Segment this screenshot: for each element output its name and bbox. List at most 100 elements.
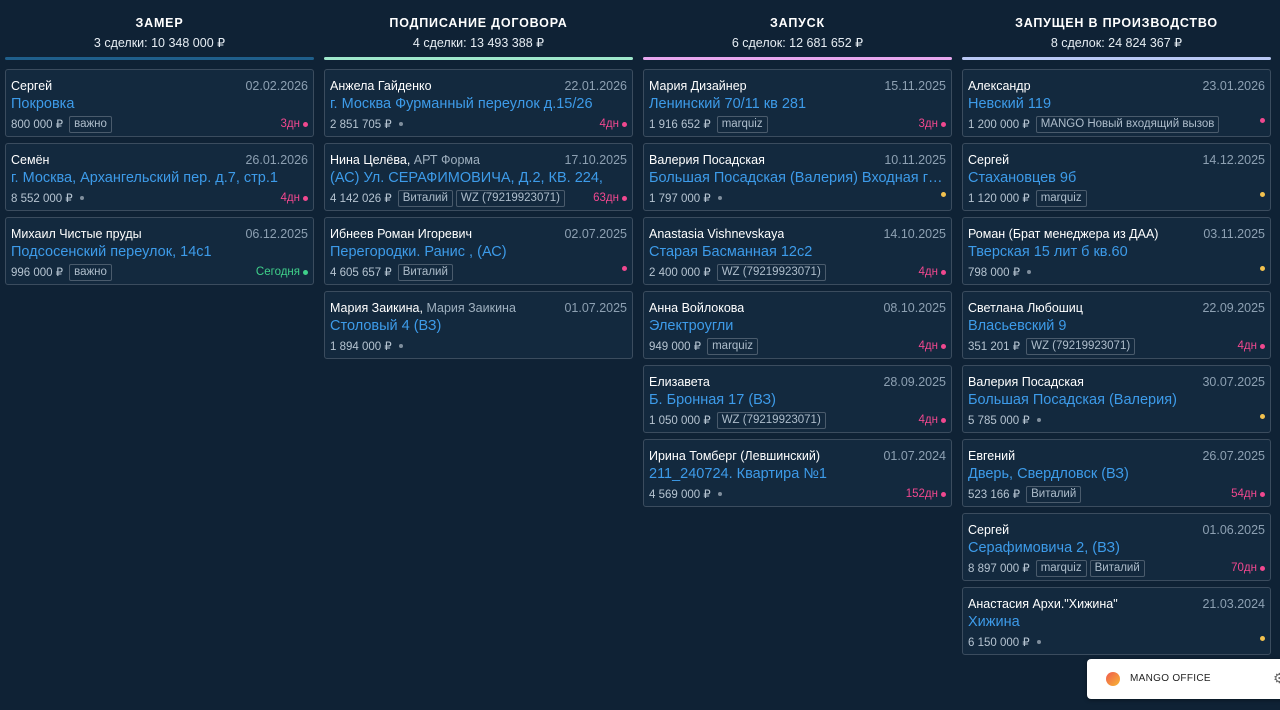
deal-title-link[interactable]: Серафимовича 2, (ВЗ) [968, 540, 1120, 556]
deal-card[interactable]: Михаил Чистые пруды 06.12.2025 Подсосенски… [5, 217, 314, 285]
deal-title-link[interactable]: Власьевский 9 [968, 318, 1067, 334]
deal-card[interactable]: Сергей 01.06.2025 Серафимовича 2, (ВЗ) 8 89… [962, 513, 1271, 581]
deal-age: 63дн [593, 192, 619, 204]
deal-title-link[interactable]: Б. Бронная 17 (ВЗ) [649, 392, 776, 408]
deal-card[interactable]: Валерия Посадская 10.11.2025 Большая Посад… [643, 143, 952, 211]
deal-price: 5 785 000 ₽ [968, 415, 1030, 427]
deal-tag[interactable]: важно [69, 263, 112, 281]
deal-title-link[interactable]: Покровка [11, 96, 75, 112]
contact-name[interactable]: Мария Дизайнер [649, 79, 747, 93]
deal-card[interactable]: Александр 23.01.2026 Невский 119 1 200 000 … [962, 69, 1271, 137]
deal-title-link[interactable]: Столовый 4 (ВЗ) [330, 318, 442, 334]
deal-title-link[interactable]: Дверь, Свердловск (ВЗ) [968, 466, 1129, 482]
deal-status: 4дн [919, 266, 946, 278]
contact-name[interactable]: Светлана Любошиц [968, 301, 1083, 315]
deal-tag[interactable]: marquiz [707, 337, 758, 355]
deal-price: 4 605 657 ₽ [330, 267, 392, 279]
card-list: Анжела Гайденко 22.01.2026 г. Москва Фурма… [324, 69, 633, 365]
deal-card[interactable]: Валерия Посадская 30.07.2025 Большая Посад… [962, 365, 1271, 433]
deal-title-link[interactable]: Большая Посадская (Валерия) Входная груп… [649, 170, 946, 186]
contact-name[interactable]: Валерия Посадская [649, 153, 765, 167]
contact-name[interactable]: Валерия Посадская [968, 375, 1084, 389]
deal-title-link[interactable]: 211_240724. Квартира №1 [649, 466, 827, 482]
deal-title-link[interactable]: Хижина [968, 614, 1020, 630]
contact-name[interactable]: Евгений [968, 449, 1015, 463]
deal-card[interactable]: Ибнеев Роман Игоревич 02.07.2025 Перегород… [324, 217, 633, 285]
deal-price: 800 000 ₽ [11, 119, 64, 131]
deal-age: 4дн [918, 266, 938, 278]
deal-tag[interactable]: MANGO Новый входящий вызов [1035, 115, 1220, 133]
deal-title-link[interactable]: Тверская 15 лит б кв.60 [968, 244, 1128, 260]
deal-age: 4дн [1237, 340, 1257, 352]
deal-card[interactable]: Ирина Томберг (Левшинский) 01.07.2024 211_… [643, 439, 952, 507]
deal-title-link[interactable]: Перегородки. Ранис , (АС) [330, 244, 507, 260]
deal-title-link[interactable]: Стахановцев 9б [968, 170, 1077, 186]
deal-card[interactable]: Нина Целёва, АРТ Форма 17.10.2025 (АС) Ул.… [324, 143, 633, 211]
deal-card[interactable]: Мария Заикина, Мария Заикина 01.07.2025 Ст… [324, 291, 633, 359]
deal-card[interactable]: Анна Войлокова 08.10.2025 Электроугли 949 0… [643, 291, 952, 359]
deal-tag[interactable]: Виталий [1089, 559, 1145, 577]
deal-title-link[interactable]: Ленинский 70/11 кв 281 [649, 96, 807, 112]
mango-office-widget[interactable]: MANGO OFFICE ⚙ [1087, 659, 1280, 699]
deal-tag[interactable]: marquiz [1035, 189, 1087, 207]
deal-card[interactable]: Светлана Любошиц 22.09.2025 Власьевский 9 3… [962, 291, 1271, 359]
deal-title-link[interactable]: Подсосенский переулок, 14с1 [11, 244, 212, 260]
deal-tag[interactable]: важно [69, 115, 112, 133]
contact-name[interactable]: Мария Заикина, Мария Заикина [330, 301, 516, 315]
separator-dot-icon [717, 196, 722, 200]
deal-card[interactable]: Анжела Гайденко 22.01.2026 г. Москва Фурма… [324, 69, 633, 137]
contact-name[interactable]: Елизавета [649, 375, 710, 389]
deal-tag[interactable]: WZ (79219923071) [455, 189, 565, 207]
column-accent-line [962, 57, 1271, 60]
contact-name[interactable]: Anastasia Vishnevskaya [649, 227, 784, 241]
contact-name-text: Валерия Посадская [649, 153, 765, 167]
deal-card[interactable]: Елизавета 28.09.2025 Б. Бронная 17 (ВЗ) 1 0… [643, 365, 952, 433]
deal-tag[interactable]: Виталий [397, 263, 453, 281]
deal-tag[interactable]: Виталий [397, 189, 453, 207]
contact-name[interactable]: Анастасия Архи."Хижина" [968, 597, 1118, 611]
contact-name[interactable]: Анжела Гайденко [330, 79, 432, 93]
deal-card[interactable]: Роман (Брат менеджера из ДАА) 03.11.2025 Т… [962, 217, 1271, 285]
contact-name[interactable]: Семён [11, 153, 49, 167]
contact-name[interactable]: Александр [968, 79, 1031, 93]
deal-title-link[interactable]: г. Москва, Архангельский пер. д.7, стр.1 [11, 170, 278, 186]
contact-name[interactable]: Анна Войлокова [649, 301, 744, 315]
deal-title-link[interactable]: г. Москва Фурманный переулок д.15/26 [330, 96, 593, 112]
deal-card[interactable]: Евгений 26.07.2025 Дверь, Свердловск (ВЗ) 5… [962, 439, 1271, 507]
deal-title-link[interactable]: Невский 119 [968, 96, 1052, 112]
column-header: ЗАПУСК 6 сделок: 12 681 652 ₽ [643, 0, 952, 60]
deal-meta: 1 200 000 ₽ MANGO Новый входящий вызов [968, 115, 1220, 133]
deal-card[interactable]: Сергей 14.12.2025 Стахановцев 9б 1 120 000 … [962, 143, 1271, 211]
deal-tag[interactable]: WZ (79219923071) [716, 411, 826, 429]
contact-name[interactable]: Нина Целёва, АРТ Форма [330, 153, 480, 167]
contact-name[interactable]: Сергей [968, 153, 1009, 167]
deal-tag[interactable]: marquiz [716, 115, 768, 133]
deal-title-link[interactable]: Старая Басманная 12с2 [649, 244, 813, 260]
contact-name[interactable]: Ирина Томберг (Левшинский) [649, 449, 820, 463]
deal-price: 2 851 705 ₽ [330, 119, 392, 131]
deal-card[interactable]: Анастасия Архи."Хижина" 21.03.2024 Хижина 6… [962, 587, 1271, 655]
deal-price: 1 050 000 ₽ [649, 415, 711, 427]
deal-title-link[interactable]: (АС) Ул. СЕРАФИМОВИЧА, Д.2, КВ. 224, [330, 170, 603, 186]
deal-date: 01.07.2024 [883, 449, 946, 463]
contact-name[interactable]: Роман (Брат менеджера из ДАА) [968, 227, 1158, 241]
deal-card[interactable]: Anastasia Vishnevskaya 14.10.2025 Старая Б… [643, 217, 952, 285]
deal-tag[interactable]: marquiz [1035, 559, 1087, 577]
deal-tag[interactable]: WZ (79219923071) [716, 263, 826, 281]
gear-icon[interactable]: ⚙ [1273, 670, 1280, 686]
status-dot-icon [1260, 491, 1265, 497]
deal-card[interactable]: Сергей 02.02.2026 Покровка 800 000 ₽ важно 3д… [5, 69, 314, 137]
deal-card[interactable]: Мария Дизайнер 15.11.2025 Ленинский 70/11 … [643, 69, 952, 137]
deal-price: 6 150 000 ₽ [968, 637, 1030, 649]
deal-card[interactable]: Семён 26.01.2026 г. Москва, Архангельский … [5, 143, 314, 211]
contact-name[interactable]: Михаил Чистые пруды [11, 227, 142, 241]
contact-name[interactable]: Сергей [968, 523, 1009, 537]
deal-status: 152дн [906, 488, 946, 500]
deal-meta: 8 897 000 ₽ marquiz Виталий [968, 559, 1145, 577]
deal-title-link[interactable]: Большая Посадская (Валерия) [968, 392, 1177, 408]
deal-title-link[interactable]: Электроугли [649, 318, 734, 334]
contact-name[interactable]: Сергей [11, 79, 52, 93]
contact-name[interactable]: Ибнеев Роман Игоревич [330, 227, 472, 241]
deal-tag[interactable]: Виталий [1026, 485, 1082, 503]
deal-tag[interactable]: WZ (79219923071) [1026, 337, 1136, 355]
